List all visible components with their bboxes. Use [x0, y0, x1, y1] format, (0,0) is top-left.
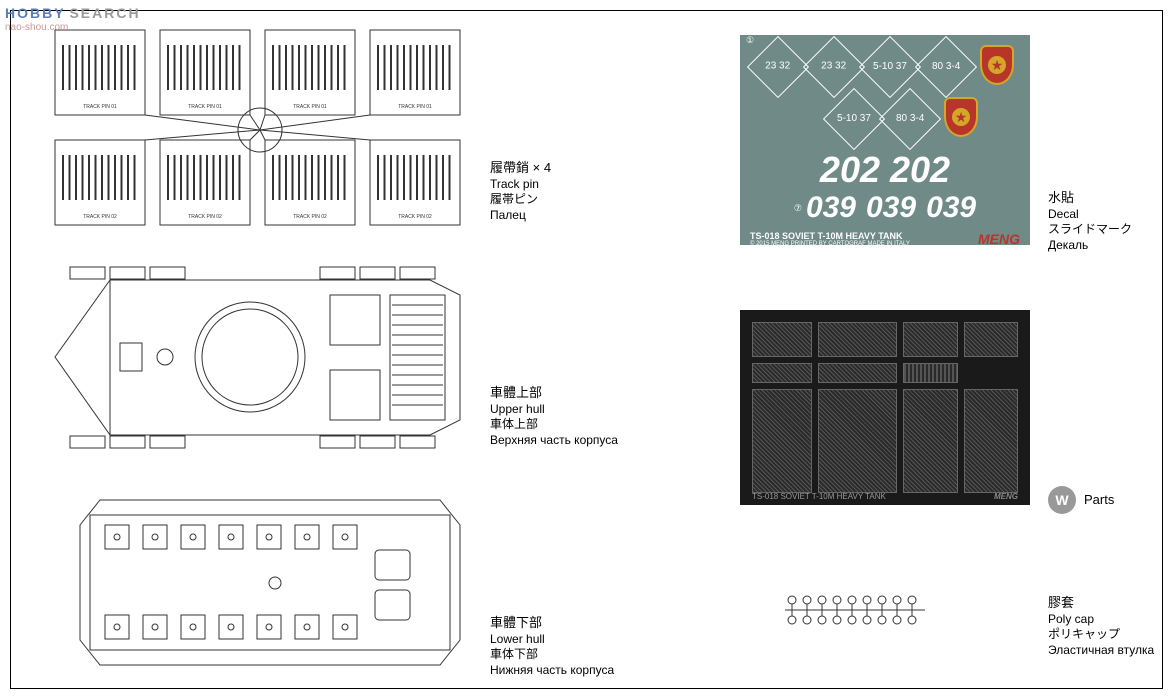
- polycap-ja: ポリキャップ: [1048, 627, 1154, 643]
- svg-text:TRACK PIN 01: TRACK PIN 01: [398, 104, 432, 110]
- pe-part: [818, 322, 897, 357]
- track-pin-label: 履帶銷 × 4 Track pin 履帯ピン Палец: [490, 160, 551, 224]
- diamond: 23 32: [747, 36, 809, 98]
- big-num: 202: [890, 149, 950, 191]
- lower-hull-diagram: [75, 495, 465, 670]
- track-pin-sprues: TRACK PIN 01 TRACK PIN 01 TRACK PIN 01 TRAC…: [50, 25, 470, 235]
- svg-text:TRACK PIN 02: TRACK PIN 02: [83, 214, 117, 220]
- pe-title: TS-018 SOVIET T-10M HEAVY TANK: [752, 492, 886, 501]
- diamond-text: 5-10 37: [873, 62, 907, 72]
- pe-logo: MENG: [994, 492, 1018, 501]
- polycap-ru: Эластичная втулка: [1048, 643, 1154, 659]
- pe-part: [818, 363, 897, 383]
- meng-logo: MENG: [978, 231, 1020, 247]
- diamond-text: 80 3-4: [896, 114, 924, 124]
- guards-badge: ★: [980, 45, 1014, 85]
- polycap-sprue: [780, 590, 930, 635]
- lower-hull-ru: Нижняя часть корпуса: [490, 663, 614, 679]
- decal-ru: Декаль: [1048, 238, 1132, 254]
- upper-hull-ja: 車体上部: [490, 417, 618, 433]
- guards-badge: ★: [944, 97, 978, 137]
- pe-part: [752, 322, 812, 357]
- pe-fret: TS-018 SOVIET T-10M HEAVY TANK MENG: [740, 310, 1030, 505]
- pe-part: [964, 389, 1018, 493]
- big-num: 039: [866, 191, 916, 225]
- svg-text:TRACK PIN 01: TRACK PIN 01: [293, 104, 327, 110]
- pe-part: [903, 363, 957, 383]
- star-icon: ★: [952, 108, 970, 126]
- upper-hull-ru: Верхняя часть корпуса: [490, 433, 618, 449]
- svg-text:TRACK PIN 02: TRACK PIN 02: [293, 214, 327, 220]
- w-parts-icon: W: [1048, 486, 1076, 514]
- pe-part: [964, 322, 1018, 357]
- track-pin-ja: 履帯ピン: [490, 192, 551, 208]
- upper-hull-en: Upper hull: [490, 402, 618, 418]
- decal-big-row2: ⑦ 039 039 039: [750, 191, 1020, 225]
- track-pin-ru: Палец: [490, 208, 551, 224]
- pe-footer: TS-018 SOVIET T-10M HEAVY TANK MENG: [752, 492, 1018, 501]
- decal-en: Decal: [1048, 207, 1132, 223]
- svg-text:TRACK PIN 02: TRACK PIN 02: [398, 214, 432, 220]
- pe-part: [752, 389, 812, 493]
- decal-title: TS-018 SOVIET T-10M HEAVY TANK: [750, 231, 910, 241]
- diamond-text: 23 32: [765, 62, 790, 72]
- track-pin-zh: 履帶銷 × 4: [490, 160, 551, 177]
- decal-diamonds-row1: ① 23 32 23 32 5-10 37 80 3-4 ★: [750, 45, 1020, 89]
- upper-hull-diagram: [50, 265, 465, 450]
- upper-hull-label: 車體上部 Upper hull 車体上部 Верхняя часть корпу…: [490, 385, 618, 449]
- upper-hull-zh: 車體上部: [490, 385, 618, 402]
- watermark-sub: nao-shou.com: [5, 22, 68, 33]
- decal-big-row1: 202 202: [750, 149, 1020, 191]
- circ-1: ①: [746, 35, 754, 46]
- decal-diamonds-row2: 5-10 37 80 3-4 ★: [790, 97, 1020, 141]
- parts-text: Parts: [1084, 492, 1114, 509]
- svg-text:TRACK PIN 01: TRACK PIN 01: [83, 104, 117, 110]
- decal-copy: © 2015 MENG PRINTED BY CARTOGRAF MADE IN…: [750, 241, 910, 247]
- diamond-text: 23 32: [821, 62, 846, 72]
- diamond-text: 5-10 37: [837, 114, 871, 124]
- pe-part: [903, 322, 957, 357]
- polycap-en: Poly cap: [1048, 612, 1154, 628]
- watermark: HOBBY SEARCH: [5, 5, 141, 21]
- svg-text:TRACK PIN 01: TRACK PIN 01: [188, 104, 222, 110]
- decal-zh: 水貼: [1048, 190, 1132, 207]
- polycap-zh: 膠套: [1048, 595, 1154, 612]
- watermark-search: SEARCH: [69, 5, 140, 21]
- diamond: 80 3-4: [915, 36, 977, 98]
- pe-part: [903, 389, 957, 493]
- decal-footer: TS-018 SOVIET T-10M HEAVY TANK © 2015 ME…: [750, 231, 1020, 247]
- big-num: 202: [820, 149, 880, 191]
- svg-text:TRACK PIN 02: TRACK PIN 02: [188, 214, 222, 220]
- content-area: TRACK PIN 01 TRACK PIN 01 TRACK PIN 01 TRAC…: [20, 20, 1153, 679]
- circ-7: ⑦: [794, 203, 802, 214]
- big-num: 039: [926, 191, 976, 225]
- big-num: 039: [806, 191, 856, 225]
- pe-part: [752, 363, 812, 383]
- lower-hull-ja: 車体下部: [490, 647, 614, 663]
- lower-hull-en: Lower hull: [490, 632, 614, 648]
- decal-ja: スライドマーク: [1048, 222, 1132, 238]
- star-icon: ★: [988, 56, 1006, 74]
- decal-sheet: ① 23 32 23 32 5-10 37 80 3-4 ★ 5-10 37 8…: [740, 35, 1030, 245]
- w-letter: W: [1055, 492, 1068, 508]
- lower-hull-zh: 車體下部: [490, 615, 614, 632]
- pe-part: [818, 389, 897, 493]
- w-parts-label: Parts: [1084, 492, 1114, 509]
- watermark-hobby: HOBBY: [5, 5, 66, 21]
- lower-hull-label: 車體下部 Lower hull 車体下部 Нижняя часть корпус…: [490, 615, 614, 679]
- diamond-text: 80 3-4: [932, 62, 960, 72]
- track-pin-en: Track pin: [490, 177, 551, 193]
- decal-label: 水貼 Decal スライドマーク Декаль: [1048, 190, 1132, 254]
- polycap-label: 膠套 Poly cap ポリキャップ Эластичная втулка: [1048, 595, 1154, 659]
